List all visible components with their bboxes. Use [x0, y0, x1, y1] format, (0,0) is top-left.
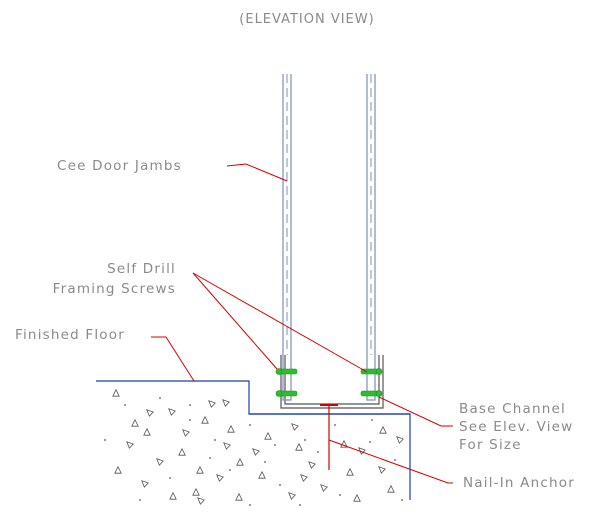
aggregate-dot	[169, 477, 171, 479]
aggregate-speck	[295, 442, 303, 451]
aggregate-speck	[114, 465, 122, 474]
nail-in-anchor	[320, 404, 338, 470]
label-base-channel-line2: See Elev. View	[459, 419, 573, 435]
aggregate-speck	[196, 465, 204, 474]
aggregate-speck	[208, 400, 216, 408]
label-self-drill-line2: Framing Screws	[53, 281, 176, 297]
concrete-aggregate	[104, 388, 404, 506]
aggregate-dot	[369, 441, 371, 443]
aggregate-speck	[141, 480, 149, 488]
aggregate-speck	[216, 474, 224, 482]
aggregate-speck	[192, 487, 200, 496]
leader-lines	[151, 163, 453, 484]
aggregate-speck	[387, 484, 395, 493]
aggregate-speck	[258, 470, 266, 479]
aggregate-dot	[104, 439, 106, 441]
aggregate-speck	[346, 467, 354, 476]
aggregate-speck	[378, 466, 386, 474]
aggregate-dot	[317, 451, 319, 453]
aggregate-speck	[146, 409, 154, 417]
aggregate-dot	[229, 469, 231, 471]
aggregate-speck	[126, 441, 134, 449]
aggregate-dot	[299, 504, 301, 506]
base-channel	[280, 355, 384, 409]
label-base-channel-line1: Base Channel	[459, 401, 566, 417]
aggregate-speck	[252, 448, 260, 456]
aggregate-speck	[340, 439, 348, 448]
aggregate-speck	[396, 436, 404, 444]
aggregate-speck	[201, 415, 209, 424]
aggregate-dot	[189, 419, 191, 421]
aggregate-speck	[227, 424, 235, 433]
cee-door-jambs	[282, 74, 376, 355]
aggregate-dot	[209, 457, 211, 459]
aggregate-dot	[189, 404, 191, 406]
aggregate-speck	[236, 457, 244, 466]
aggregate-dot	[249, 504, 251, 506]
aggregate-dot	[139, 499, 141, 501]
aggregate-dot	[159, 397, 161, 399]
aggregate-dot	[214, 439, 216, 441]
aggregate-speck	[182, 429, 190, 437]
aggregate-dot	[274, 444, 276, 446]
aggregate-speck	[288, 492, 296, 500]
aggregate-speck	[112, 388, 120, 397]
aggregate-speck	[264, 431, 272, 440]
aggregate-dot	[279, 484, 281, 486]
aggregate-speck	[320, 484, 328, 492]
label-nail-in-anchor: Nail-In Anchor	[463, 475, 575, 491]
aggregate-speck	[143, 427, 151, 436]
aggregate-speck	[353, 493, 361, 502]
label-cee-door-jambs: Cee Door Jambs	[57, 158, 182, 174]
aggregate-dot	[339, 494, 341, 496]
drawing-title: (ELEVATION VIEW)	[239, 12, 374, 27]
aggregate-speck	[235, 492, 243, 501]
label-base-channel-line3: For Size	[459, 437, 522, 453]
aggregate-dot	[304, 439, 306, 441]
aggregate-speck	[308, 461, 316, 469]
aggregate-speck	[300, 474, 308, 482]
self-drill-screws	[275, 368, 383, 397]
aggregate-speck	[131, 418, 139, 427]
aggregate-dot	[394, 459, 396, 461]
concrete-slab	[96, 380, 411, 500]
aggregate-speck	[169, 491, 177, 500]
aggregate-speck	[291, 423, 299, 431]
label-self-drill-line1: Self Drill	[107, 261, 176, 277]
aggregate-speck	[197, 497, 205, 505]
aggregate-dot	[371, 419, 373, 421]
aggregate-speck	[379, 425, 387, 434]
label-finished-floor: Finished Floor	[15, 327, 125, 343]
aggregate-dot	[334, 424, 336, 426]
aggregate-speck	[178, 447, 186, 456]
aggregate-speck	[156, 458, 164, 466]
aggregate-dot	[124, 404, 126, 406]
aggregate-speck	[223, 442, 231, 450]
aggregate-speck	[168, 408, 176, 416]
aggregate-speck	[222, 399, 230, 407]
aggregate-dot	[249, 424, 251, 426]
aggregate-dot	[264, 461, 266, 463]
aggregate-dot	[401, 499, 403, 501]
